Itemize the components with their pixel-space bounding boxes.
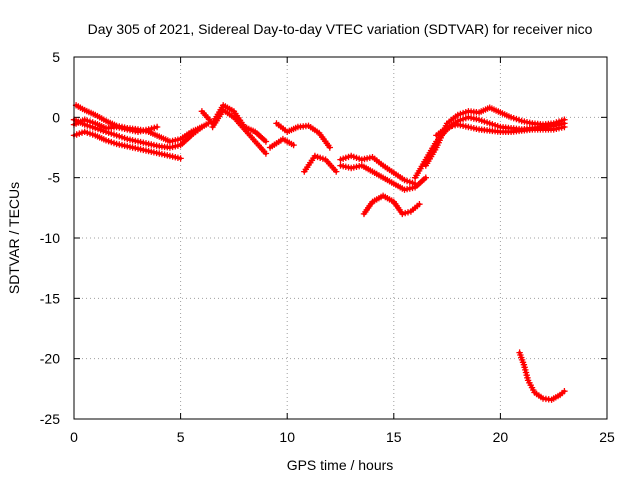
data-series bbox=[70, 102, 568, 403]
series-markers bbox=[337, 152, 419, 187]
series-arc-15 bbox=[433, 121, 568, 139]
series-markers bbox=[301, 152, 340, 175]
x-axis-label: GPS time / hours bbox=[287, 457, 394, 473]
series-arc-09 bbox=[301, 152, 340, 175]
chart-title: Day 305 of 2021, Sidereal Day-to-day VTE… bbox=[88, 21, 593, 37]
y-tick-label: -10 bbox=[40, 230, 60, 246]
y-tick-label: 5 bbox=[52, 49, 60, 65]
x-tick-label: 0 bbox=[70, 429, 78, 445]
series-markers bbox=[337, 162, 429, 193]
y-tick-label: -5 bbox=[48, 170, 61, 186]
series-arc-16 bbox=[516, 349, 568, 403]
x-tick-label: 25 bbox=[599, 429, 615, 445]
series-arc-10 bbox=[337, 152, 419, 187]
series-markers bbox=[360, 192, 423, 218]
y-tick-label: 0 bbox=[52, 109, 60, 125]
y-tick-label: -25 bbox=[40, 411, 60, 427]
x-tick-label: 5 bbox=[177, 429, 185, 445]
series-markers bbox=[266, 135, 297, 151]
y-tick-label: -15 bbox=[40, 290, 60, 306]
grid-lines bbox=[74, 57, 607, 419]
series-arc-12 bbox=[360, 192, 423, 218]
plot-frame bbox=[73, 56, 608, 420]
x-tick-label: 15 bbox=[386, 429, 402, 445]
series-markers bbox=[209, 106, 270, 157]
series-arc-11 bbox=[337, 162, 429, 193]
x-tick-label: 10 bbox=[279, 429, 295, 445]
series-arc-07 bbox=[273, 120, 333, 151]
series-markers bbox=[516, 349, 568, 403]
x-tick-label: 20 bbox=[493, 429, 509, 445]
y-axis-label: SDTVAR / TECUs bbox=[6, 182, 22, 294]
y-tick-label: -20 bbox=[40, 351, 60, 367]
series-markers bbox=[273, 120, 333, 151]
series-markers bbox=[433, 121, 568, 139]
series-arc-06 bbox=[209, 106, 270, 157]
series-arc-08 bbox=[266, 135, 297, 151]
series-arc-04 bbox=[70, 128, 184, 162]
